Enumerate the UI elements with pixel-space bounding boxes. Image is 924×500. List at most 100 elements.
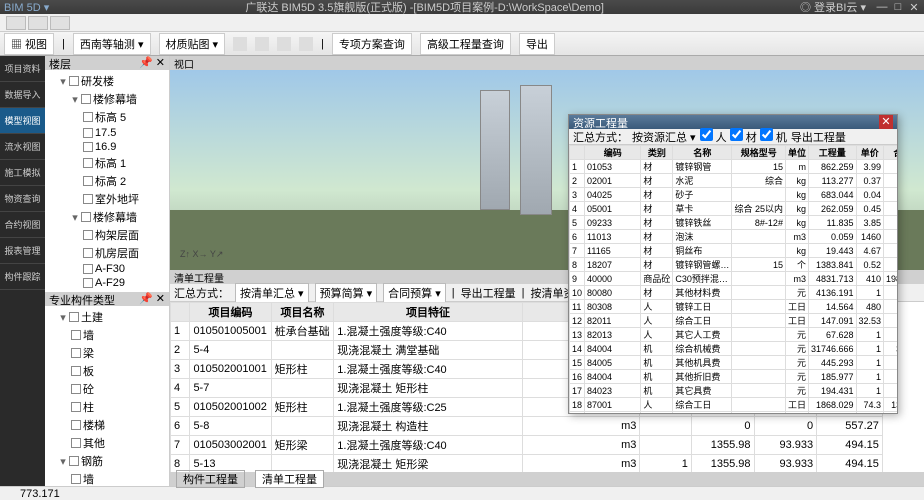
table-row[interactable]: 1987001000…人综合人工工日17.90853.23953.02 <box>570 412 898 414</box>
checkbox[interactable] <box>81 212 91 222</box>
table-row[interactable]: 405001材草卡综合 25以内kg262.0590.45117.93 <box>570 202 898 216</box>
tree-node[interactable]: 机房层面 <box>83 245 167 261</box>
table-row[interactable]: 1887001人综合工日工日1868.02974.3138794.48 <box>570 398 898 412</box>
tree-node[interactable]: 17.5 <box>83 127 167 139</box>
checkbox[interactable] <box>83 248 93 258</box>
tree-node[interactable]: 16.9 <box>83 141 167 153</box>
column-header[interactable]: 规格型号 <box>732 146 786 160</box>
tree-node[interactable]: 砼 <box>71 381 167 397</box>
checkbox[interactable] <box>83 142 93 152</box>
tree-node[interactable]: ▾楼修幕墙 <box>71 209 167 225</box>
tree-node[interactable]: 标高 2 <box>83 173 167 189</box>
column-header[interactable]: 单位 <box>785 146 808 160</box>
texture-dropdown[interactable]: 材质贴图 ▾ <box>159 33 226 55</box>
maximize-button[interactable]: □ <box>892 1 904 14</box>
menu-open-icon[interactable] <box>28 16 48 30</box>
table-row[interactable]: 1382013人其它人工费元67.628167.63 <box>570 328 898 342</box>
axis-gizmo[interactable]: Z↑ X→ Y↗ <box>180 249 223 260</box>
tree-node[interactable]: 梁 <box>71 345 167 361</box>
budget-dropdown[interactable]: 预算简算 ▾ <box>315 283 378 303</box>
sidebar-item[interactable]: 模型视图 <box>0 108 45 134</box>
tree-node[interactable]: ▾楼修幕墙 <box>71 91 167 107</box>
checkbox[interactable] <box>71 366 81 376</box>
filter-checkbox[interactable]: 材 <box>730 132 757 144</box>
tree-node[interactable]: 其他 <box>71 435 167 451</box>
close-button[interactable]: ✕ <box>908 1 920 14</box>
sidebar-item[interactable]: 报表管理 <box>0 238 45 264</box>
tree-node[interactable]: 室外地坪 <box>83 191 167 207</box>
tree-node[interactable]: ▾钢筋 <box>59 453 167 469</box>
menu-save-icon[interactable] <box>50 16 70 30</box>
sidebar-item[interactable]: 施工模拟 <box>0 160 45 186</box>
filter-checkbox[interactable]: 机 <box>760 132 787 144</box>
checkbox[interactable] <box>71 348 81 358</box>
column-header[interactable] <box>171 303 190 322</box>
table-row[interactable]: 1584005机其他机具费元445.2931445.51 <box>570 356 898 370</box>
table-row[interactable]: 1080080材其他材料费元4136.19114136.19 <box>570 286 898 300</box>
table-row[interactable]: 1684004机其他折旧费元185.9771185.98 <box>570 370 898 384</box>
table-row[interactable]: 940000商品砼C30预拌混…m34831.7134101981002.39 <box>570 272 898 286</box>
expand-icon[interactable]: ▾ <box>71 93 79 106</box>
tree-node[interactable]: 楼梯 <box>71 417 167 433</box>
table-row[interactable]: 1180308人镀锌工日工日14.5644806990.72 <box>570 300 898 314</box>
tree-node[interactable]: ▾研发楼 <box>59 73 167 89</box>
checkbox[interactable] <box>83 128 93 138</box>
sidebar-item[interactable]: 合约视图 <box>0 212 45 238</box>
filter-checkbox[interactable]: 人 <box>700 132 727 144</box>
column-header[interactable] <box>570 146 585 160</box>
column-header[interactable]: 名称 <box>673 146 732 160</box>
checkbox[interactable] <box>81 94 91 104</box>
export-button[interactable]: 导出 <box>519 33 555 55</box>
column-header[interactable]: 类别 <box>641 146 673 160</box>
tool-icon-2[interactable] <box>255 37 269 51</box>
expand-icon[interactable]: ▾ <box>59 311 67 324</box>
table-row[interactable]: 611013材泡沫m30.059146086.14 <box>570 230 898 244</box>
tree-node[interactable]: 标高 1 <box>83 155 167 171</box>
resource-panel-title-bar[interactable]: 资源工程量 ✕ <box>569 115 897 129</box>
checkbox[interactable] <box>71 402 81 412</box>
checkbox[interactable] <box>83 176 93 186</box>
table-row[interactable]: 65-8现浇混凝土 构造柱m300557.27 <box>171 417 924 436</box>
checkbox[interactable] <box>83 230 93 240</box>
view-button[interactable]: ▦ 视图 <box>4 33 54 55</box>
resource-table[interactable]: 编码类别名称规格型号单位工程量单价合价(元)101053材镀锌钢管15m862.… <box>569 145 897 413</box>
checkbox[interactable] <box>83 158 93 168</box>
res-mode-dropdown[interactable]: 按资源汇总 ▾ <box>632 129 696 145</box>
sidebar-item[interactable]: 流水视图 <box>0 134 45 160</box>
table-row[interactable]: 1784023机其它具费元194.4311194.43 <box>570 384 898 398</box>
sidebar-item[interactable]: 项目资料 <box>0 56 45 82</box>
table-row[interactable]: 7010503002001矩形梁1.混凝土强度等级:C40m31355.9893… <box>171 436 924 455</box>
checkbox[interactable] <box>69 312 79 322</box>
tree-pin-icon[interactable]: 📌 ✕ <box>139 56 165 70</box>
checkbox[interactable] <box>71 384 81 394</box>
tree-node[interactable]: 构架层面 <box>83 227 167 243</box>
checkbox[interactable] <box>83 112 93 122</box>
bottom-tab[interactable]: 清单工程量 <box>255 470 324 488</box>
tool-icon-1[interactable] <box>233 37 247 51</box>
type-pin-icon[interactable]: 📌 ✕ <box>139 292 165 306</box>
building-2[interactable] <box>520 85 552 215</box>
tree-node[interactable]: 板 <box>71 363 167 379</box>
bottom-tab[interactable]: 构件工程量 <box>176 470 245 488</box>
sidebar-item[interactable]: 物资查询 <box>0 186 45 212</box>
sidebar-item[interactable]: 数据导入 <box>0 82 45 108</box>
table-row[interactable]: 1484004机综合机械费元31746.666131746.65 <box>570 342 898 356</box>
type-tree[interactable]: ▾土建墙梁板砼柱楼梯其他▾钢筋墙门窗洞梁板柱砼楼梯其他▾给排水管道(水)阀门法兰… <box>45 306 169 486</box>
axis-dropdown[interactable]: 西南等轴测 ▾ <box>73 33 151 55</box>
table-row[interactable]: 509233材镀锌铁丝8#-12#kg11.8353.8545.56 <box>570 216 898 230</box>
checkbox[interactable] <box>69 456 79 466</box>
checkbox[interactable] <box>71 420 81 430</box>
tree-node[interactable]: 墙 <box>71 327 167 343</box>
table-row[interactable]: 711165材铜丝布kg19.4434.6790.8 <box>570 244 898 258</box>
checkbox[interactable] <box>83 264 93 274</box>
filter-button[interactable]: 专项方案查询 <box>332 33 412 55</box>
checkbox[interactable] <box>83 278 93 288</box>
checkbox[interactable] <box>71 474 81 484</box>
export-qty-button[interactable]: 导出工程量 <box>461 285 516 301</box>
checkbox[interactable] <box>83 194 93 204</box>
tree-node[interactable]: ▾土建 <box>59 309 167 325</box>
checkbox[interactable] <box>71 330 81 340</box>
tool-icon-3[interactable] <box>277 37 291 51</box>
column-header[interactable]: 单价 <box>856 146 884 160</box>
mode-dropdown[interactable]: 按清单汇总 ▾ <box>235 283 309 303</box>
